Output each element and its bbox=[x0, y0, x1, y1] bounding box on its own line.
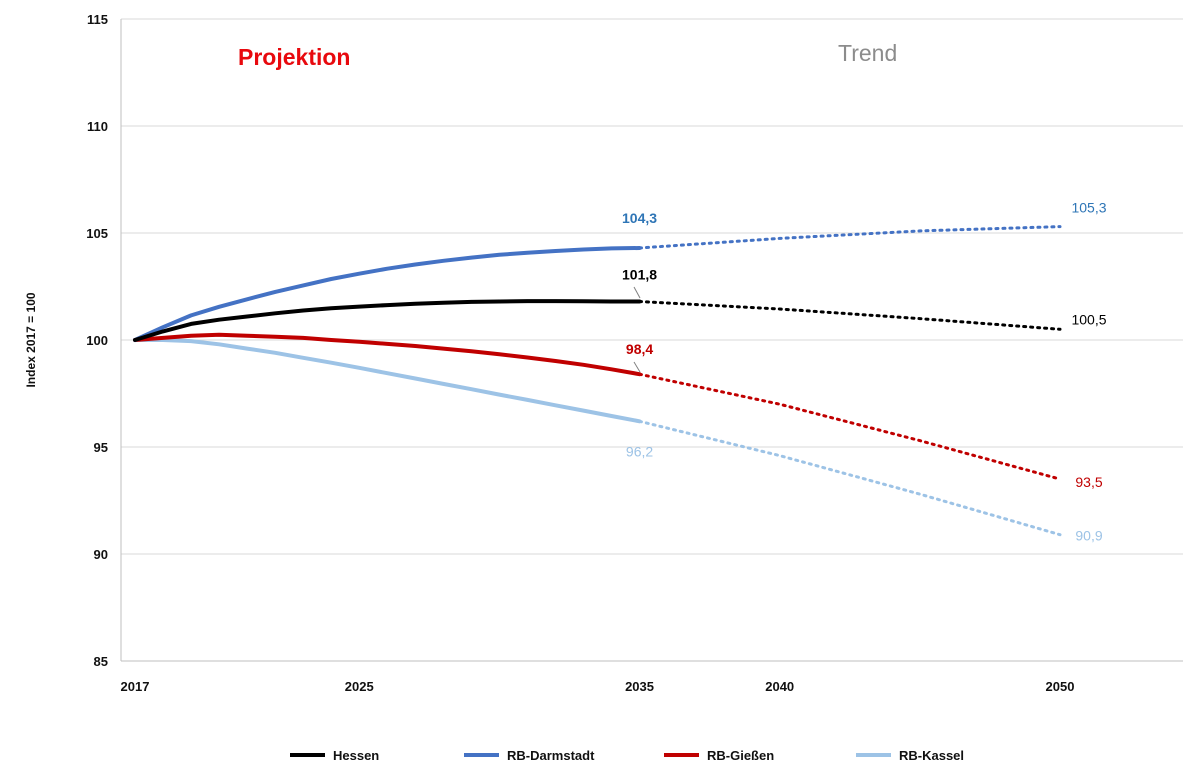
trend-annotation: Trend bbox=[838, 40, 897, 66]
data-label-trend-rb-kassel: 90,9 bbox=[1075, 528, 1102, 544]
data-label-projection-rb-darmstadt: 104,3 bbox=[622, 210, 657, 226]
series-line-projection-rb-kassel bbox=[133, 338, 642, 424]
legend-item-rb-darmstadt: RB-Darmstadt bbox=[464, 748, 595, 763]
series-line-trend-rb-gie-en bbox=[638, 372, 1062, 481]
legend-item-rb-gie-en: RB-Gießen bbox=[664, 748, 774, 763]
legend-label-hessen: Hessen bbox=[333, 748, 379, 763]
leader-line-rb-giessen bbox=[633, 361, 641, 373]
y-tick-label-85: 85 bbox=[94, 654, 108, 669]
legend-label-rb-kassel: RB-Kassel bbox=[899, 748, 964, 763]
y-tick-label-105: 105 bbox=[86, 226, 108, 241]
y-tick-label-90: 90 bbox=[94, 547, 108, 562]
leader-line-hessen bbox=[633, 286, 641, 299]
y-axis-label: Index 2017 = 100 bbox=[24, 292, 38, 387]
axes: 85 90 95 100 105 110 115 2017 2025 2035 2040 2050 bbox=[86, 12, 1183, 694]
y-tick-label-115: 115 bbox=[87, 12, 108, 27]
data-label-trend-hessen: 100,5 bbox=[1071, 311, 1106, 327]
y-tick-label-100: 100 bbox=[86, 333, 108, 348]
series-line-trend-rb-darmstadt bbox=[638, 225, 1062, 250]
projection-annotation: Projektion bbox=[238, 44, 350, 70]
legend-item-hessen: Hessen bbox=[290, 748, 379, 763]
data-label-projection-rb-gie-en: 98,4 bbox=[626, 341, 653, 357]
y-tick-label-95: 95 bbox=[94, 440, 108, 455]
series-line-projection-rb-darmstadt bbox=[133, 246, 642, 342]
series-line-projection-rb-gie-en bbox=[133, 332, 642, 377]
series-line-trend-hessen bbox=[638, 300, 1062, 331]
legend-label-rb-darmstadt: RB-Darmstadt bbox=[507, 748, 595, 763]
legend-item-rb-kassel: RB-Kassel bbox=[856, 748, 964, 763]
x-tick-label-2025: 2025 bbox=[345, 679, 374, 694]
x-tick-label-2017: 2017 bbox=[121, 679, 150, 694]
data-label-projection-rb-kassel: 96,2 bbox=[626, 443, 653, 459]
data-label-trend-rb-darmstadt: 105,3 bbox=[1071, 200, 1106, 216]
data-label-trend-rb-gie-en: 93,5 bbox=[1075, 474, 1102, 490]
data-label-projection-hessen: 101,8 bbox=[622, 266, 657, 282]
y-tick-label-110: 110 bbox=[87, 119, 108, 134]
series-line-projection-hessen bbox=[133, 299, 642, 342]
data-labels: 104,3 101,8 98,4 96,2 105,3 100,5 93,5 90,9 bbox=[622, 200, 1107, 544]
legend-label-rb-gie-en: RB-Gießen bbox=[707, 748, 774, 763]
x-tick-label-2050: 2050 bbox=[1046, 679, 1075, 694]
x-tick-label-2035: 2035 bbox=[625, 679, 654, 694]
series-line-trend-rb-kassel bbox=[638, 419, 1062, 537]
grid bbox=[121, 18, 1183, 555]
x-tick-label-2040: 2040 bbox=[765, 679, 794, 694]
series-lines bbox=[133, 225, 1062, 537]
legend: Hessen RB-Darmstadt RB-Gießen RB-Kassel bbox=[290, 748, 964, 763]
